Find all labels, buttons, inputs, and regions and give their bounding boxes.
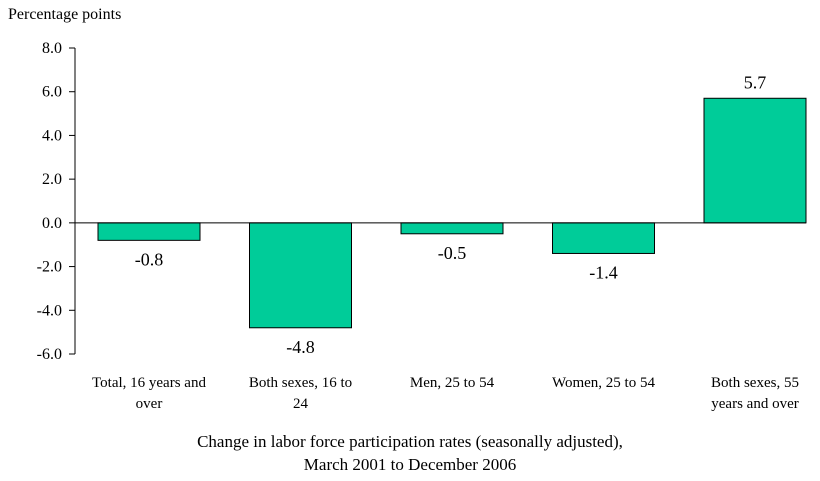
y-tick-label: -6.0	[37, 346, 62, 363]
y-tick-label: -2.0	[37, 259, 62, 276]
category-label: Both sexes, 55	[711, 375, 799, 391]
bar	[552, 222, 655, 254]
y-axis-title: Percentage points	[8, 6, 122, 23]
y-tick-label: 2.0	[42, 171, 62, 188]
category-label: 24	[293, 396, 309, 412]
bar	[249, 222, 352, 329]
bar	[703, 97, 807, 224]
category-label: Both sexes, 16 to	[249, 375, 352, 391]
data-label: -0.5	[438, 243, 467, 263]
y-tick-label: 8.0	[42, 40, 62, 57]
bar-chart: 8.0 6.0 4.0 2.0 0.0 -2.0 -4.0 -6.0 -0.8 Total, 16…	[37, 40, 807, 412]
x-axis-title: Change in labor force participation rate…	[0, 430, 820, 476]
data-label: -4.8	[286, 337, 315, 357]
x-axis-title-line-1: Change in labor force participation rate…	[197, 432, 623, 451]
data-label: 5.7	[744, 72, 767, 92]
data-label: -0.8	[135, 249, 164, 269]
x-axis-title-line-2: March 2001 to December 2006	[303, 455, 517, 474]
y-tick-label: 6.0	[42, 84, 62, 101]
category-label: Men, 25 to 54	[410, 375, 495, 391]
y-tick-label: 0.0	[42, 215, 62, 232]
y-tick-label: 4.0	[42, 127, 62, 144]
category-label: over	[136, 396, 163, 412]
data-label: -1.4	[589, 262, 618, 282]
category-label: Women, 25 to 54	[552, 375, 655, 391]
bar	[97, 222, 201, 241]
bar	[400, 222, 504, 235]
category-label: years and over	[711, 396, 798, 412]
category-label: Total, 16 years and	[92, 375, 206, 391]
y-tick-label: -4.0	[37, 302, 62, 319]
